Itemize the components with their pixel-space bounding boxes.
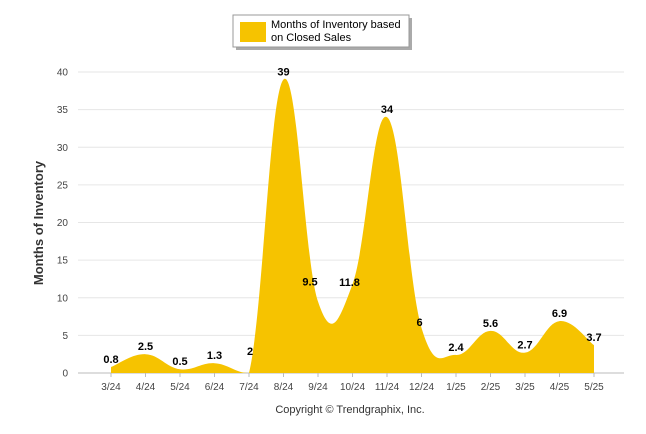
data-label: 0.8 <box>103 354 118 366</box>
x-tick-label: 10/24 <box>340 382 365 393</box>
legend: Months of Inventory based on Closed Sale… <box>232 14 412 50</box>
x-tick-label: 1/25 <box>446 382 466 393</box>
data-label: 3.7 <box>586 332 601 344</box>
y-tick-label: 25 <box>57 180 69 191</box>
data-label: 34 <box>381 104 394 116</box>
x-tick-label: 3/24 <box>101 382 121 393</box>
x-tick-label: 2/25 <box>481 382 501 393</box>
y-tick-label: 35 <box>57 105 69 116</box>
data-label: 2.5 <box>138 341 153 353</box>
legend-label-line2: on Closed Sales <box>271 32 352 44</box>
data-label: 11.8 <box>339 277 360 289</box>
data-labels: 0.8 2.5 0.5 1.3 2 39 9.5 11.8 34 6 2.4 5.6 2.7 6.9 3.7 <box>103 67 601 369</box>
y-tick-label: 5 <box>62 331 68 342</box>
x-tick-label: 6/24 <box>205 382 225 393</box>
x-tick-label: 4/25 <box>550 382 570 393</box>
data-label: 2.4 <box>448 342 464 354</box>
legend-label-line1: Months of Inventory based <box>271 19 401 31</box>
series-area <box>111 78 594 373</box>
copyright-credit: Copyright © Trendgraphix, Inc. <box>275 404 424 416</box>
y-tick-label: 20 <box>57 218 69 229</box>
y-tick-label: 10 <box>57 293 69 304</box>
y-tick-label: 15 <box>57 256 69 267</box>
x-tick-label: 5/25 <box>584 382 604 393</box>
x-tick-label: 9/24 <box>308 382 328 393</box>
data-label: 9.5 <box>302 277 317 289</box>
data-label: 2 <box>247 346 253 358</box>
data-label: 6.9 <box>552 308 567 320</box>
x-tick-label: 3/25 <box>515 382 535 393</box>
x-tick-label: 12/24 <box>409 382 434 393</box>
y-axis-ticks: 0 5 10 15 20 25 30 35 40 <box>57 68 69 380</box>
y-tick-label: 40 <box>57 68 69 79</box>
data-label: 2.7 <box>517 340 532 352</box>
x-axis-ticks: 3/24 4/24 5/24 6/24 7/24 8/24 9/24 10/24 11/24 12… <box>101 373 604 393</box>
x-tick-label: 5/24 <box>170 382 190 393</box>
data-label: 39 <box>277 67 289 79</box>
x-tick-label: 8/24 <box>274 382 294 393</box>
data-label: 6 <box>416 317 422 329</box>
data-label: 0.5 <box>172 356 187 368</box>
y-tick-label: 30 <box>57 143 69 154</box>
series-area-path <box>111 78 594 373</box>
legend-swatch <box>240 22 266 42</box>
x-tick-label: 4/24 <box>136 382 156 393</box>
x-tick-label: 11/24 <box>375 382 400 393</box>
y-axis-title: Months of Inventory <box>31 160 46 285</box>
data-label: 5.6 <box>483 318 498 330</box>
y-tick-label: 0 <box>62 369 68 380</box>
x-tick-label: 7/24 <box>239 382 259 393</box>
data-label: 1.3 <box>207 350 222 362</box>
